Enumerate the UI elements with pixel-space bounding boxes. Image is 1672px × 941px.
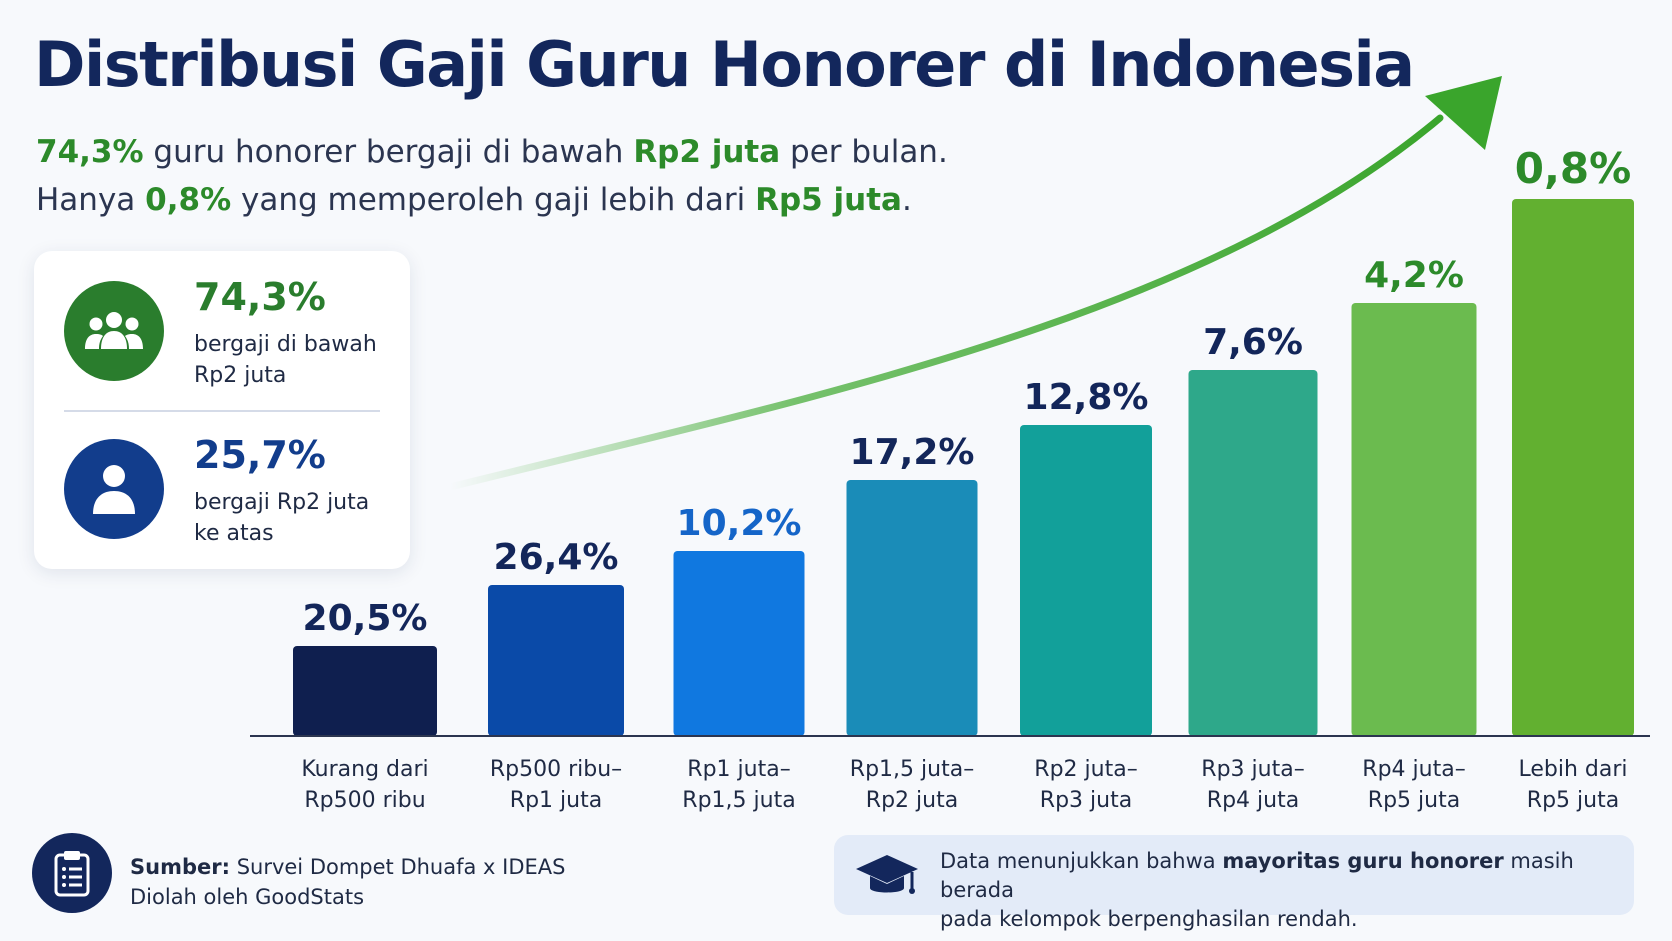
insight-note: Data menunjukkan bahwa mayoritas guru ho… — [834, 835, 1634, 931]
bar-value-label: 26,4% — [494, 537, 619, 578]
bar-6 — [1188, 370, 1318, 736]
bar-2 — [488, 585, 624, 736]
summary-item-above-2m: 25,7% bergaji Rp2 juta ke atas — [64, 433, 394, 559]
subtitle-text: guru honorer bergaji di bawah — [143, 134, 634, 170]
bar-8 — [1512, 199, 1634, 736]
summary-card: 74,3% bergaji di bawah Rp2 juta 25,7% be… — [34, 251, 410, 569]
summary-description-line: ke atas — [194, 521, 274, 546]
x-tick-label: Rp1 juta — [510, 788, 602, 813]
subtitle-highlight: 74,3% — [36, 134, 144, 170]
summary-item-below-2m: 74,3% bergaji di bawah Rp2 juta — [64, 275, 394, 401]
insight-line: Data menunjukkan bahwa mayoritas guru ho… — [940, 847, 1620, 905]
subtitle-highlight: Rp2 juta — [633, 134, 781, 170]
subtitle-text: per bulan. — [780, 134, 948, 170]
insight-text: Data menunjukkan bahwa mayoritas guru ho… — [940, 847, 1620, 934]
source-line: Sumber: Survei Dompet Dhuafa x IDEAS — [130, 852, 565, 882]
subtitle-highlight: 0,8% — [145, 182, 232, 218]
insight-line: pada kelompok berpenghasilan rendah. — [940, 907, 1358, 931]
page-title: Distribusi Gaji Guru Honorer di Indonesi… — [34, 28, 1415, 101]
person-icon — [64, 439, 164, 539]
x-tick-label: Rp3 juta– — [1201, 757, 1304, 782]
bar-4 — [846, 480, 978, 736]
x-tick-label: Lebih dari — [1518, 757, 1627, 782]
bar-value-label: 20,5% — [303, 598, 428, 639]
summary-description-line: bergaji Rp2 juta — [194, 490, 370, 515]
x-tick-label: Rp3 juta — [1040, 788, 1132, 813]
source-note: Sumber: Survei Dompet Dhuafa x IDEAS Dio… — [130, 852, 565, 912]
x-tick-label: Rp500 ribu — [304, 788, 425, 813]
x-tick-label: Rp1 juta– — [687, 757, 790, 782]
summary-value: 74,3% — [194, 275, 326, 319]
bar-1 — [293, 646, 437, 736]
graduation-cap-icon — [856, 855, 918, 894]
subtitle-line-2: Hanya 0,8% yang memperoleh gaji lebih da… — [36, 176, 948, 224]
summary-value: 25,7% — [194, 433, 326, 477]
summary-description: bergaji di bawah Rp2 juta — [194, 329, 394, 391]
x-tick-label: Rp5 juta — [1527, 788, 1619, 813]
x-tick-label: Rp5 juta — [1368, 788, 1460, 813]
x-tick-label: Rp1,5 juta– — [850, 757, 974, 782]
bar-value-label: 0,8% — [1515, 144, 1631, 193]
subtitle-line-1: 74,3% guru honorer bergaji di bawah Rp2 … — [36, 128, 948, 176]
bar-value-label: 7,6% — [1203, 322, 1303, 363]
divider — [64, 410, 380, 412]
subtitle-text: Hanya — [36, 182, 146, 218]
insight-emphasis: mayoritas guru honorer — [1222, 849, 1504, 873]
x-tick-label: Rp2 juta– — [1034, 757, 1137, 782]
processed-by: Diolah oleh GoodStats — [130, 885, 365, 909]
subtitle-highlight: Rp5 juta — [755, 182, 902, 218]
x-tick-label: Kurang dari — [301, 757, 428, 782]
x-tick-label: Rp4 juta — [1207, 788, 1299, 813]
source-label: Sumber: — [130, 855, 230, 879]
insight-text-part: masih berada — [940, 849, 1574, 902]
bar-value-label: 17,2% — [850, 432, 975, 473]
subtitle-text: yang memperoleh gaji lebih dari — [231, 182, 756, 218]
subtitle-text: . — [901, 182, 912, 218]
summary-description-line: bergaji di bawah — [194, 332, 377, 357]
bar-value-label: 10,2% — [677, 503, 802, 544]
x-tick-label: Rp4 juta– — [1362, 757, 1465, 782]
x-tick-label: Rp2 juta — [866, 788, 958, 813]
trend-arrow — [446, 76, 1502, 491]
x-tick-label: Rp500 ribu– — [490, 757, 622, 782]
bar-3 — [673, 551, 805, 736]
summary-description-line: Rp2 juta — [194, 363, 287, 388]
bar-5 — [1020, 425, 1152, 736]
group-icon — [64, 281, 164, 381]
insight-text-part: Data menunjukkan bahwa — [940, 849, 1223, 873]
clipboard-icon — [32, 833, 112, 913]
bar-value-label: 12,8% — [1024, 377, 1149, 418]
x-tick-label: Rp1,5 juta — [682, 788, 795, 813]
summary-description: bergaji Rp2 juta ke atas — [194, 487, 394, 549]
bar-value-label: 4,2% — [1364, 255, 1464, 296]
source-name: Survei Dompet Dhuafa x IDEAS — [236, 855, 566, 879]
subtitle: 74,3% guru honorer bergaji di bawah Rp2 … — [36, 128, 948, 224]
bar-7 — [1351, 303, 1477, 736]
